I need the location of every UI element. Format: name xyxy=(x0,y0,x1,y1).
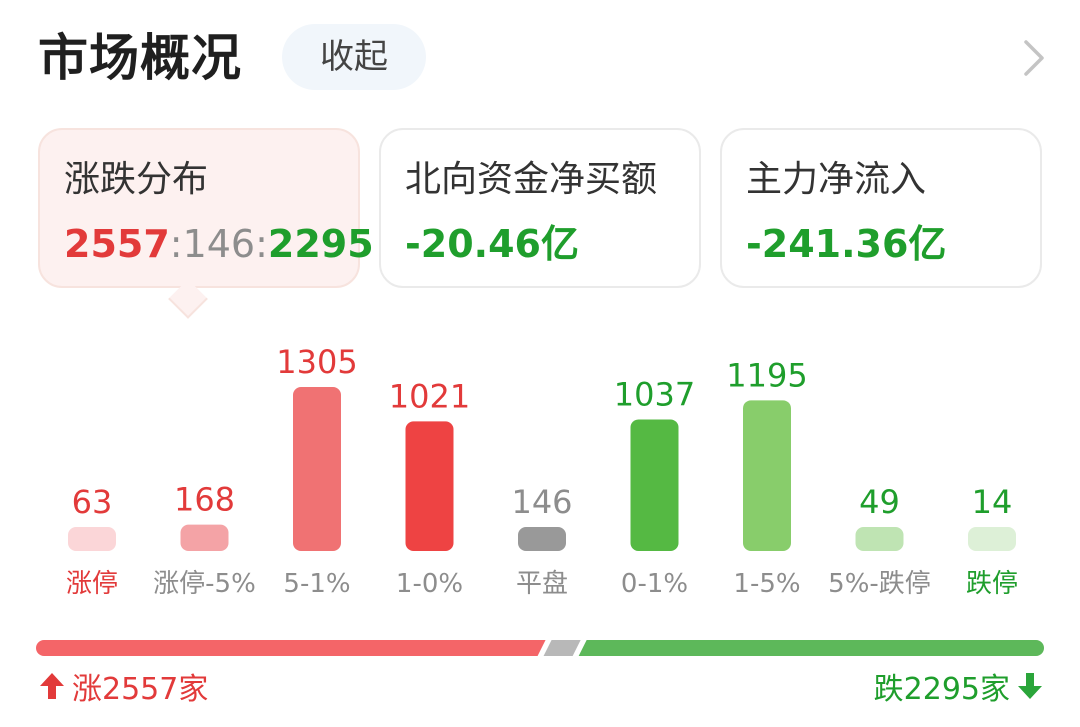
bar-value-label: 1195 xyxy=(726,356,807,394)
bar-value-label: 1021 xyxy=(389,377,470,415)
card-label: 北向资金净买额 xyxy=(405,159,658,200)
bar-value-label: 1305 xyxy=(276,343,357,381)
category-label: 1-5% xyxy=(733,569,800,599)
card-northbound-net-buy[interactable]: 北向资金净买额 -20.46亿 xyxy=(379,128,701,288)
bar-6 xyxy=(743,400,791,551)
arrow-down-icon xyxy=(1018,673,1042,699)
bar-value-label: 1037 xyxy=(614,375,695,413)
category-label: 1-0% xyxy=(396,569,463,599)
card-main-net-inflow[interactable]: 主力净流入 -241.36亿 xyxy=(720,128,1042,288)
rise-count: 2557 xyxy=(64,222,170,266)
rise-summary-label: 涨2557家 xyxy=(72,672,209,707)
category-label: 跌停 xyxy=(966,569,1018,599)
bar-value-label: 14 xyxy=(972,483,1013,521)
bar-1 xyxy=(180,524,229,551)
fall-summary: 跌2295家 xyxy=(874,664,1044,708)
card-value: 2557:146:2295 xyxy=(64,218,374,270)
bar-value-label: 168 xyxy=(174,481,235,519)
arrow-up-icon xyxy=(40,673,64,699)
category-label: 平盘 xyxy=(516,569,568,599)
bar-7 xyxy=(855,527,904,551)
fall-count: 2295 xyxy=(267,222,374,266)
rise-fall-ratio-bar xyxy=(36,640,1044,656)
bar-5 xyxy=(630,419,679,551)
card-value: -241.36亿 xyxy=(746,222,947,266)
bar-2 xyxy=(293,387,341,551)
collapse-button[interactable]: 收起 xyxy=(282,24,426,90)
bar-0 xyxy=(68,527,116,551)
ratio-up-segment xyxy=(36,640,546,656)
category-label: 0-1% xyxy=(621,569,688,599)
separator: : xyxy=(255,222,268,266)
bar-3 xyxy=(405,421,454,551)
bar-value-label: 63 xyxy=(72,483,113,521)
category-label: 涨停 xyxy=(66,569,118,599)
category-label: 5-1% xyxy=(283,569,350,599)
fall-summary-label: 跌2295家 xyxy=(873,672,1010,707)
bar-4 xyxy=(518,527,566,551)
chevron-right-icon[interactable] xyxy=(1014,36,1054,80)
category-label: 涨停-5% xyxy=(153,569,256,599)
bar-value-label: 49 xyxy=(859,483,900,521)
card-rise-fall-distribution[interactable]: 涨跌分布 2557:146:2295 xyxy=(38,128,374,288)
rise-fall-distribution-chart: 63 涨停 168 涨停-5% 1305 5-1% 1021 1-0% 146 平盘 1037 0-1… xyxy=(66,343,1018,599)
rise-summary: 涨2557家 xyxy=(38,664,208,708)
card-label: 主力净流入 xyxy=(746,159,927,200)
ratio-down-segment xyxy=(578,640,1044,656)
card-value: -20.46亿 xyxy=(405,222,579,266)
card-label: 涨跌分布 xyxy=(64,159,209,200)
category-label: 5%-跌停 xyxy=(828,569,931,599)
ratio-flat-segment xyxy=(543,640,581,656)
bar-8 xyxy=(968,527,1016,551)
separator: : xyxy=(169,222,183,266)
flat-count: 146 xyxy=(182,222,256,266)
bar-value-label: 146 xyxy=(511,483,572,521)
page-title: 市场概况 xyxy=(38,29,242,87)
